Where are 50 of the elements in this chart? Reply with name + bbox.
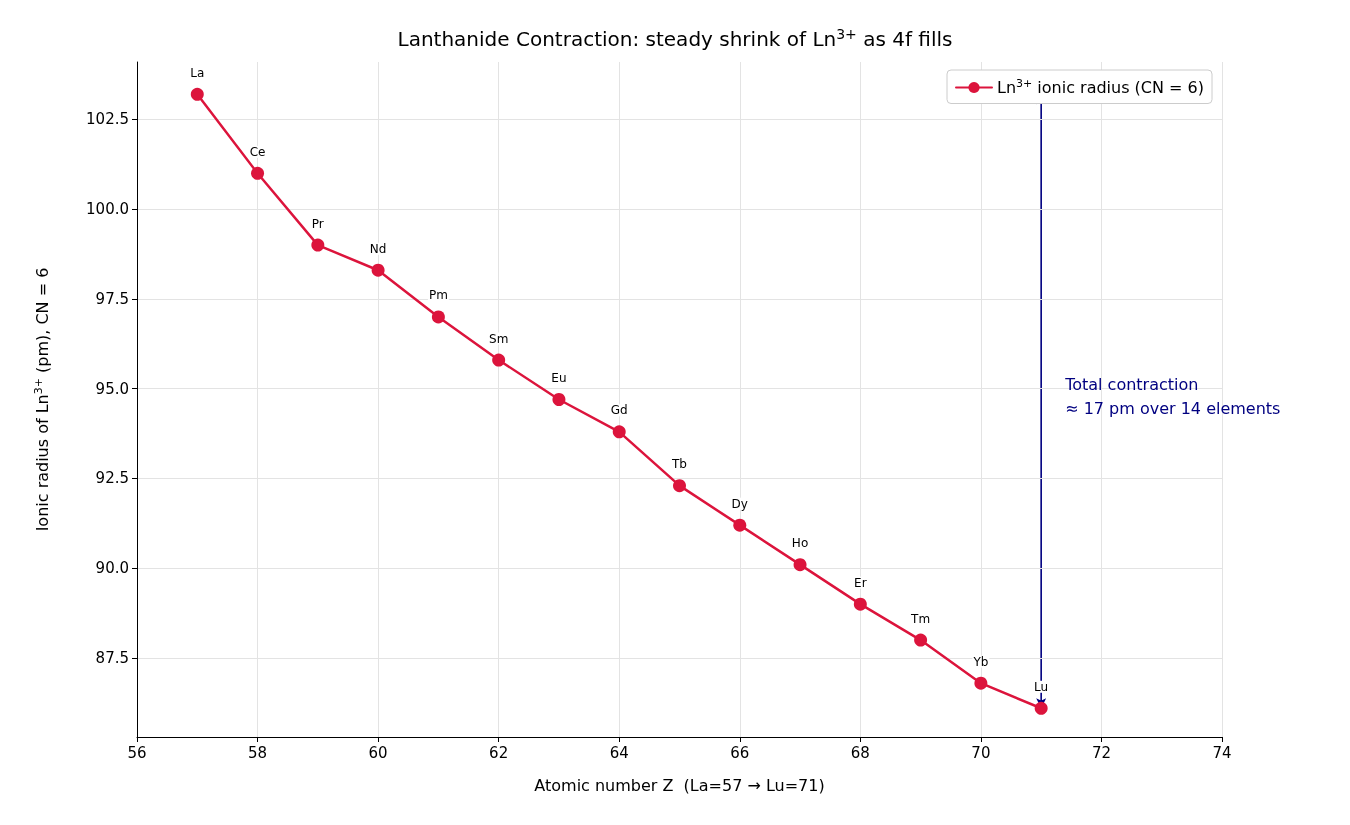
x-tick-label: 74: [1212, 743, 1232, 762]
data-label: Lu: [1034, 679, 1049, 694]
data-label: Sm: [489, 331, 509, 346]
data-label: Er: [854, 575, 867, 590]
point: [612, 425, 626, 439]
point: [793, 558, 807, 572]
x-tick-label: 68: [850, 743, 870, 762]
data-label: Yb: [972, 654, 989, 669]
data-label: Pm: [428, 288, 448, 303]
data-label: Tm: [910, 611, 931, 626]
data-label: Eu: [551, 371, 567, 385]
y-axis-title: Ionic radius of Ln3+ (pm), CN = 6: [32, 267, 52, 532]
point: [492, 353, 506, 367]
x-tick-label: 58: [248, 743, 268, 762]
point: [733, 518, 747, 532]
x-tick-label: 72: [1091, 743, 1111, 762]
data-label: Ho: [791, 536, 809, 551]
x-tick-label: 60: [368, 743, 388, 762]
x-tick-label: 70: [971, 743, 991, 762]
data-label: Dy: [731, 496, 748, 511]
y-tick-label: 97.5: [95, 289, 129, 308]
point: [552, 393, 566, 406]
y-tick-label: 90.0: [95, 559, 129, 578]
x-tick-label: 66: [730, 743, 750, 762]
point: [431, 310, 445, 324]
data-label: Ce: [249, 144, 266, 159]
annotation: Total contraction ≈ 17 pm over 14 elements: [1065, 374, 1281, 421]
data-label: Nd: [369, 241, 387, 256]
y-tick-label: 100.0: [86, 200, 129, 219]
x-tick-label: 56: [127, 743, 147, 762]
data-label: Pr: [311, 216, 324, 231]
x-axis-title: Atomic number Z (La=57 → Lu=71): [534, 775, 825, 795]
x-tick-label: 64: [609, 743, 629, 762]
data-label: Gd: [610, 403, 628, 418]
point: [673, 479, 686, 493]
point: [190, 87, 204, 101]
y-tick-label: 92.5: [95, 469, 129, 488]
y-tick-label: 102.5: [86, 110, 129, 129]
point: [974, 676, 988, 690]
y-tick-label: 87.5: [95, 649, 129, 668]
point: [311, 238, 325, 252]
x-tick-label: 62: [489, 743, 509, 762]
point: [251, 166, 265, 180]
point: [1034, 701, 1048, 715]
data-label: Tb: [671, 457, 687, 472]
data-label: La: [190, 65, 205, 80]
point: [371, 263, 385, 277]
y-tick-label: 95.0: [95, 379, 129, 398]
point: [853, 597, 867, 611]
point: [914, 633, 928, 647]
